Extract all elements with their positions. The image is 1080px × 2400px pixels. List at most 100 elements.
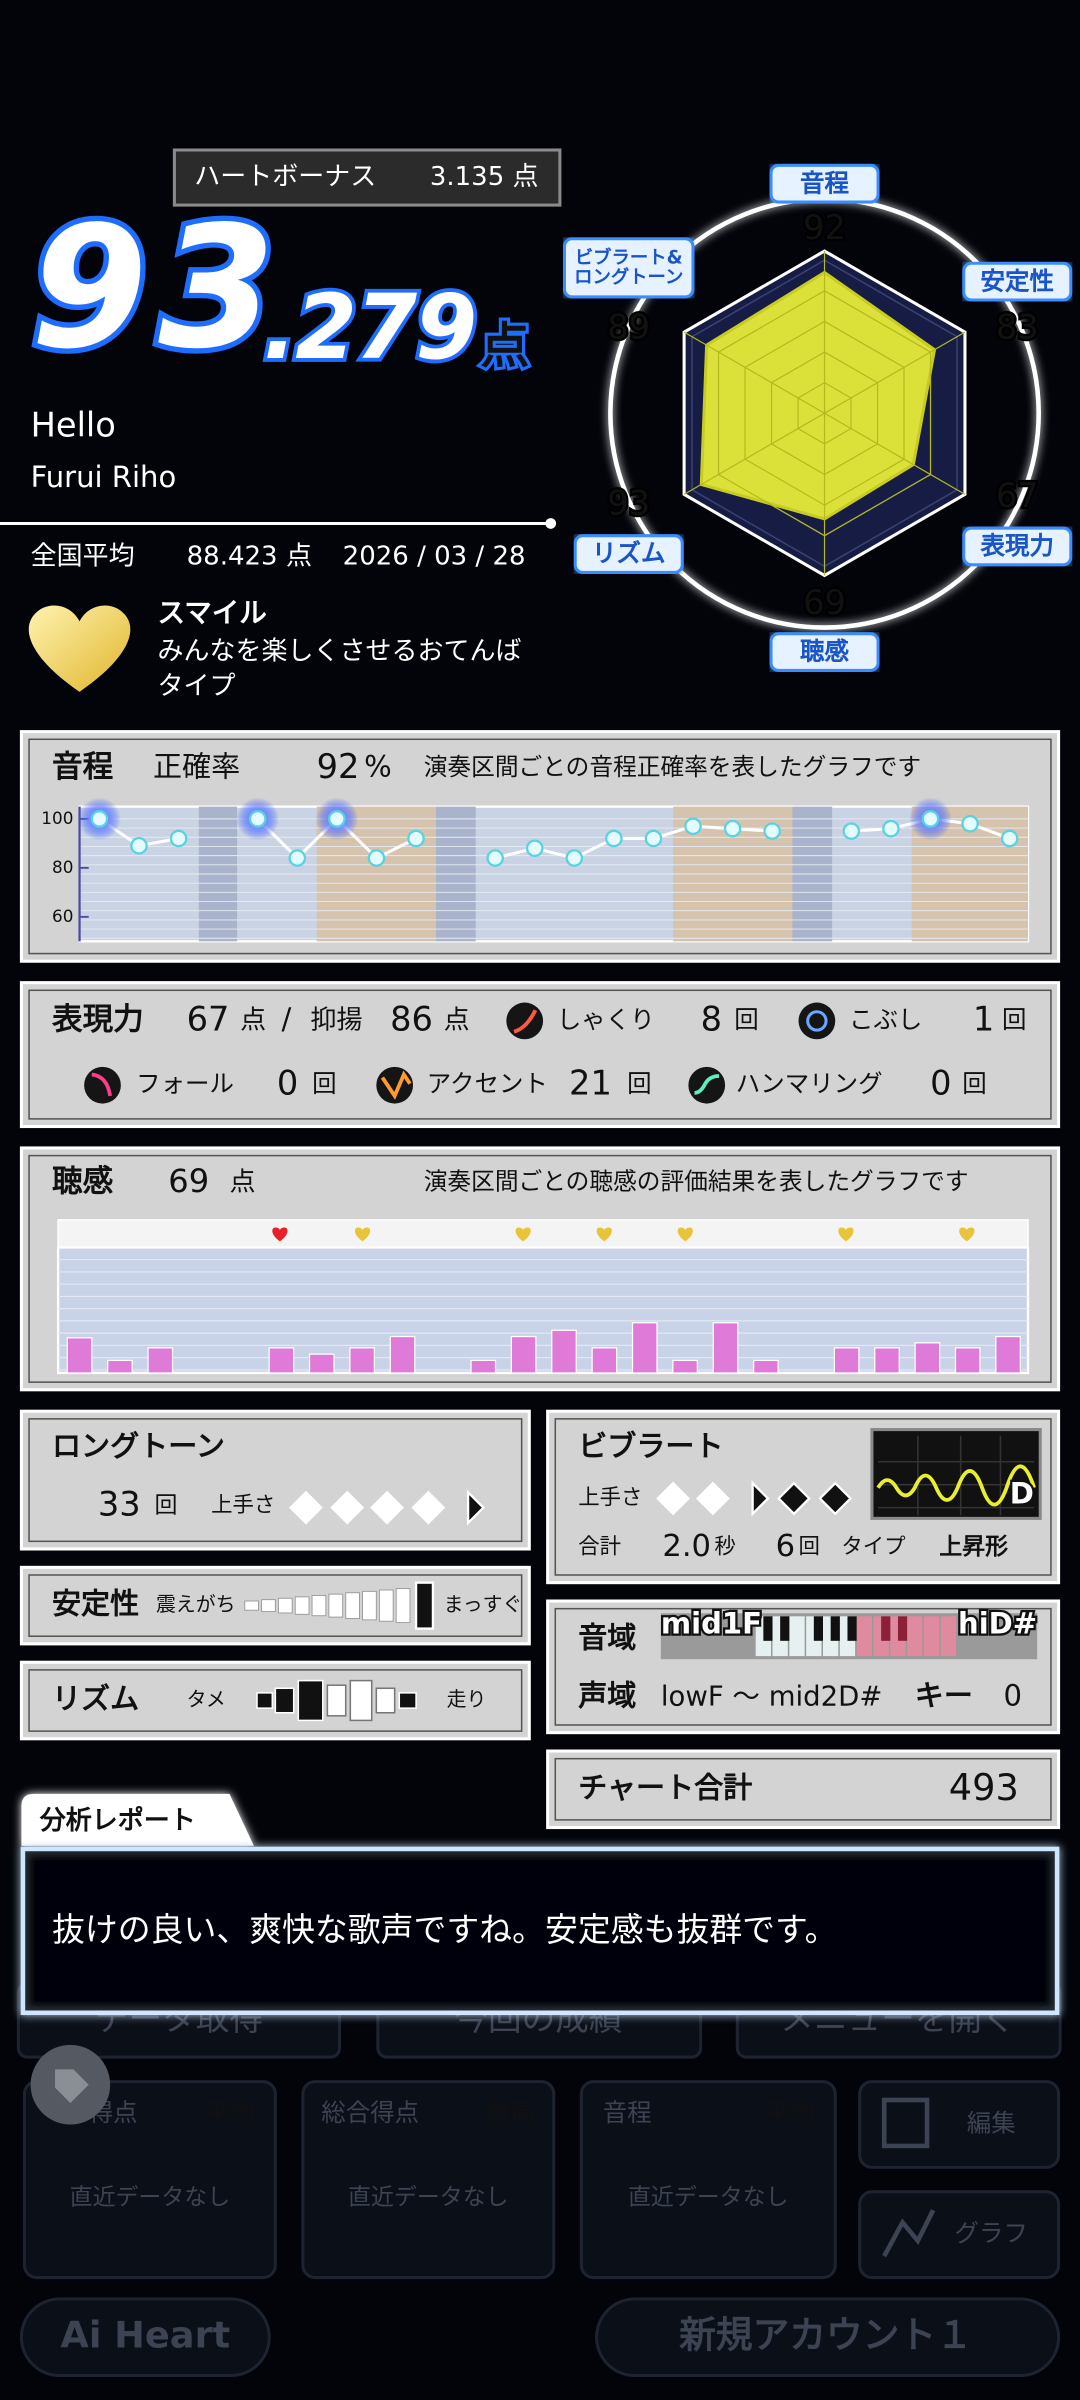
heart-bonus-label: ハートボーナス bbox=[194, 162, 376, 192]
decoration bbox=[91, 1072, 113, 1097]
diamond-half bbox=[751, 1480, 770, 1517]
pitch-point bbox=[882, 819, 900, 838]
footer-app: Ai Heart bbox=[60, 2314, 230, 2357]
decoration bbox=[595, 2297, 1061, 2378]
listening-chart bbox=[56, 1219, 1030, 1375]
decoration bbox=[798, 1002, 836, 1040]
radar-label-box: リズム bbox=[573, 534, 684, 574]
black-key bbox=[763, 1616, 773, 1641]
range-low: mid1F bbox=[661, 1607, 762, 1641]
side-button: グラフ bbox=[955, 2219, 1028, 2248]
technique-icons bbox=[84, 1002, 836, 1104]
rhythm-meter bbox=[256, 1679, 417, 1722]
listening-title: 聴感 bbox=[52, 1165, 114, 1200]
black-key bbox=[813, 1616, 824, 1641]
decoration bbox=[513, 1009, 538, 1034]
vibrato-total-label: 合計 bbox=[578, 1534, 621, 1559]
heart-bonus-unit: 点 bbox=[512, 162, 538, 192]
pitch-point bbox=[486, 849, 504, 867]
skill-diamonds bbox=[656, 1480, 853, 1517]
diamond bbox=[289, 1490, 323, 1525]
technique-count: 0 bbox=[930, 1064, 951, 1103]
bar bbox=[712, 1322, 739, 1374]
rhythm-title: リズム bbox=[52, 1682, 139, 1716]
technique-unit: 回 bbox=[962, 1069, 986, 1098]
listening-unit: 点 bbox=[229, 1168, 255, 1198]
radar-spoke bbox=[683, 331, 825, 414]
meter-step bbox=[362, 1590, 377, 1621]
decoration bbox=[554, 1607, 1052, 1726]
pitch-point bbox=[90, 810, 109, 828]
decoration bbox=[858, 2080, 1061, 2169]
average-label: 全国平均 bbox=[31, 542, 135, 572]
meter-step-active bbox=[414, 1581, 435, 1630]
pitch-point bbox=[644, 829, 663, 848]
decoration bbox=[882, 2209, 936, 2258]
meter-step bbox=[395, 1588, 411, 1624]
bar bbox=[672, 1359, 698, 1374]
vibrato-type-code: D bbox=[1010, 1476, 1034, 1510]
radar-spoke bbox=[824, 412, 966, 495]
card-label: 総合得点 bbox=[321, 2098, 419, 2127]
bar bbox=[349, 1347, 376, 1374]
radar-value: 93 bbox=[607, 484, 650, 523]
pitch-title: 音程 bbox=[52, 750, 113, 785]
type-description: みんなを楽しくさせるおてんば bbox=[158, 637, 522, 667]
bar bbox=[66, 1337, 93, 1374]
expression-panel bbox=[19, 981, 1061, 1129]
pitch-point bbox=[130, 837, 148, 855]
longtone-skill-label: 上手さ bbox=[211, 1493, 275, 1518]
radar-label: 安定性 bbox=[962, 261, 1073, 302]
diamond-half bbox=[466, 1489, 486, 1526]
pitch-point bbox=[169, 829, 188, 848]
diamond bbox=[411, 1490, 446, 1525]
decoration bbox=[28, 1574, 523, 1637]
decoration bbox=[28, 738, 1052, 955]
piano-strip bbox=[660, 1613, 1038, 1660]
voice-range: lowF 〜 mid2D# bbox=[661, 1680, 883, 1712]
pitch-point bbox=[565, 849, 584, 867]
decoration bbox=[256, 1692, 274, 1709]
pitch-point bbox=[367, 849, 386, 867]
song-artist: Furui Riho bbox=[31, 460, 177, 494]
pitch-point bbox=[684, 817, 702, 836]
radar-label: ビブラート&ロングトーン bbox=[562, 237, 695, 299]
heart-marker bbox=[515, 1227, 531, 1242]
pitch-description: 演奏区間ごとの音程正確率を表したグラフです bbox=[424, 753, 921, 781]
diamond bbox=[330, 1490, 365, 1525]
decoration bbox=[806, 1010, 828, 1032]
decoration bbox=[858, 2190, 1061, 2280]
report-text: 抜けの良い、爽快な歌声ですね。安定感も抜群です。 bbox=[52, 1910, 837, 1949]
black-key bbox=[780, 1616, 790, 1641]
diamond bbox=[818, 1481, 853, 1516]
white-key bbox=[923, 1616, 940, 1657]
radar-label-box: 音程 bbox=[769, 163, 880, 204]
decoration bbox=[398, 1692, 417, 1709]
pitch-chart: 60 80 100 bbox=[41, 797, 1030, 943]
decoration bbox=[297, 1679, 324, 1722]
divider-dot bbox=[545, 518, 557, 529]
report-tab bbox=[21, 1793, 254, 1846]
radar-value: 83 bbox=[996, 308, 1039, 347]
technique-unit: 回 bbox=[1002, 1005, 1026, 1034]
card-badge: 平均 bbox=[205, 2098, 254, 2127]
pitch-accuracy-unit: % bbox=[364, 749, 392, 783]
decoration bbox=[694, 1074, 720, 1095]
background-ui: データ取得 今回の成績 メニューを開く 得点 平均 直近データなし 総合得点 最… bbox=[16, 1982, 1062, 2378]
chart-total-value: 493 bbox=[949, 1766, 1019, 1809]
black-key bbox=[881, 1616, 891, 1641]
decoration bbox=[688, 1066, 726, 1104]
pitch-point bbox=[723, 819, 742, 838]
pitch-point bbox=[842, 822, 861, 840]
decoration bbox=[274, 1687, 295, 1714]
report-box bbox=[20, 1846, 1060, 2016]
decoration bbox=[506, 1002, 544, 1040]
black-key bbox=[830, 1616, 840, 1641]
expression-score: 67 bbox=[187, 999, 230, 1038]
pitch-point bbox=[328, 810, 346, 828]
technique-count: 0 bbox=[277, 1064, 298, 1103]
range-title: 音域 bbox=[578, 1620, 636, 1654]
black-key bbox=[847, 1616, 857, 1641]
pitch-point bbox=[1000, 829, 1019, 848]
pitch-accuracy: 92 bbox=[317, 747, 360, 786]
